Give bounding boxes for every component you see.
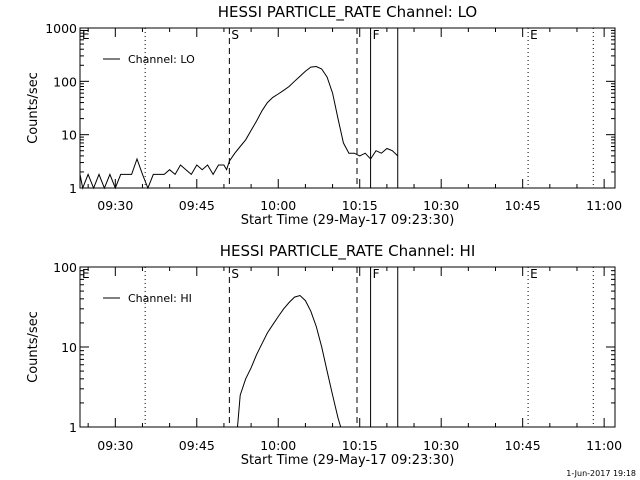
x-axis-label: Start Time (29-May-17 09:23:30): [241, 453, 455, 468]
x-tick-label: 10:45: [505, 198, 541, 213]
x-tick-label: 11:00: [586, 198, 622, 213]
y-tick-label: 10: [61, 340, 77, 355]
x-tick-label: 09:30: [97, 198, 133, 213]
x-tick-label: 10:45: [505, 438, 541, 453]
y-tick-label: 1: [69, 420, 77, 435]
chart-title: HESSI PARTICLE_RATE Channel: LO: [218, 3, 477, 22]
y-axis-label: Counts/sec: [26, 311, 41, 383]
y-tick-label: 100: [53, 260, 77, 275]
legend-label: Channel: LO: [128, 53, 195, 66]
timestamp-stamp: 1-Jun-2017 19:18: [566, 469, 636, 478]
x-tick-label: 10:30: [423, 438, 459, 453]
x-tick-label: 10:00: [260, 438, 296, 453]
event-marker-label: S: [231, 28, 239, 42]
x-tick-label: 09:45: [179, 198, 215, 213]
series-line: [79, 65, 399, 190]
event-marker-label: E: [82, 28, 90, 42]
y-tick-label: 1000: [45, 21, 77, 36]
y-tick-label: 100: [53, 74, 77, 89]
event-marker-label: E: [530, 28, 538, 42]
x-tick-label: 09:45: [179, 438, 215, 453]
y-tick-label: 10: [61, 128, 77, 143]
event-marker-label: E: [530, 267, 538, 281]
legend-label: Channel: HI: [128, 292, 192, 305]
x-tick-label: 10:15: [342, 198, 378, 213]
x-tick-label: 10:15: [342, 438, 378, 453]
plot-frame: [79, 27, 616, 189]
event-marker-label: F: [373, 267, 380, 281]
series-line: [237, 294, 342, 428]
x-tick-label: 10:30: [423, 198, 459, 213]
event-marker-label: S: [231, 267, 239, 281]
event-marker-label: F: [373, 28, 380, 42]
x-tick-label: 11:00: [586, 438, 622, 453]
x-tick-label: 09:30: [97, 438, 133, 453]
y-tick-label: 1: [69, 181, 77, 196]
event-marker-label: E: [82, 267, 90, 281]
y-axis-label: Counts/sec: [26, 72, 41, 144]
plot-frame: [79, 266, 616, 428]
chart-title: HESSI PARTICLE_RATE Channel: HI: [220, 242, 476, 261]
x-axis-label: Start Time (29-May-17 09:23:30): [241, 213, 455, 228]
x-tick-label: 10:00: [260, 198, 296, 213]
